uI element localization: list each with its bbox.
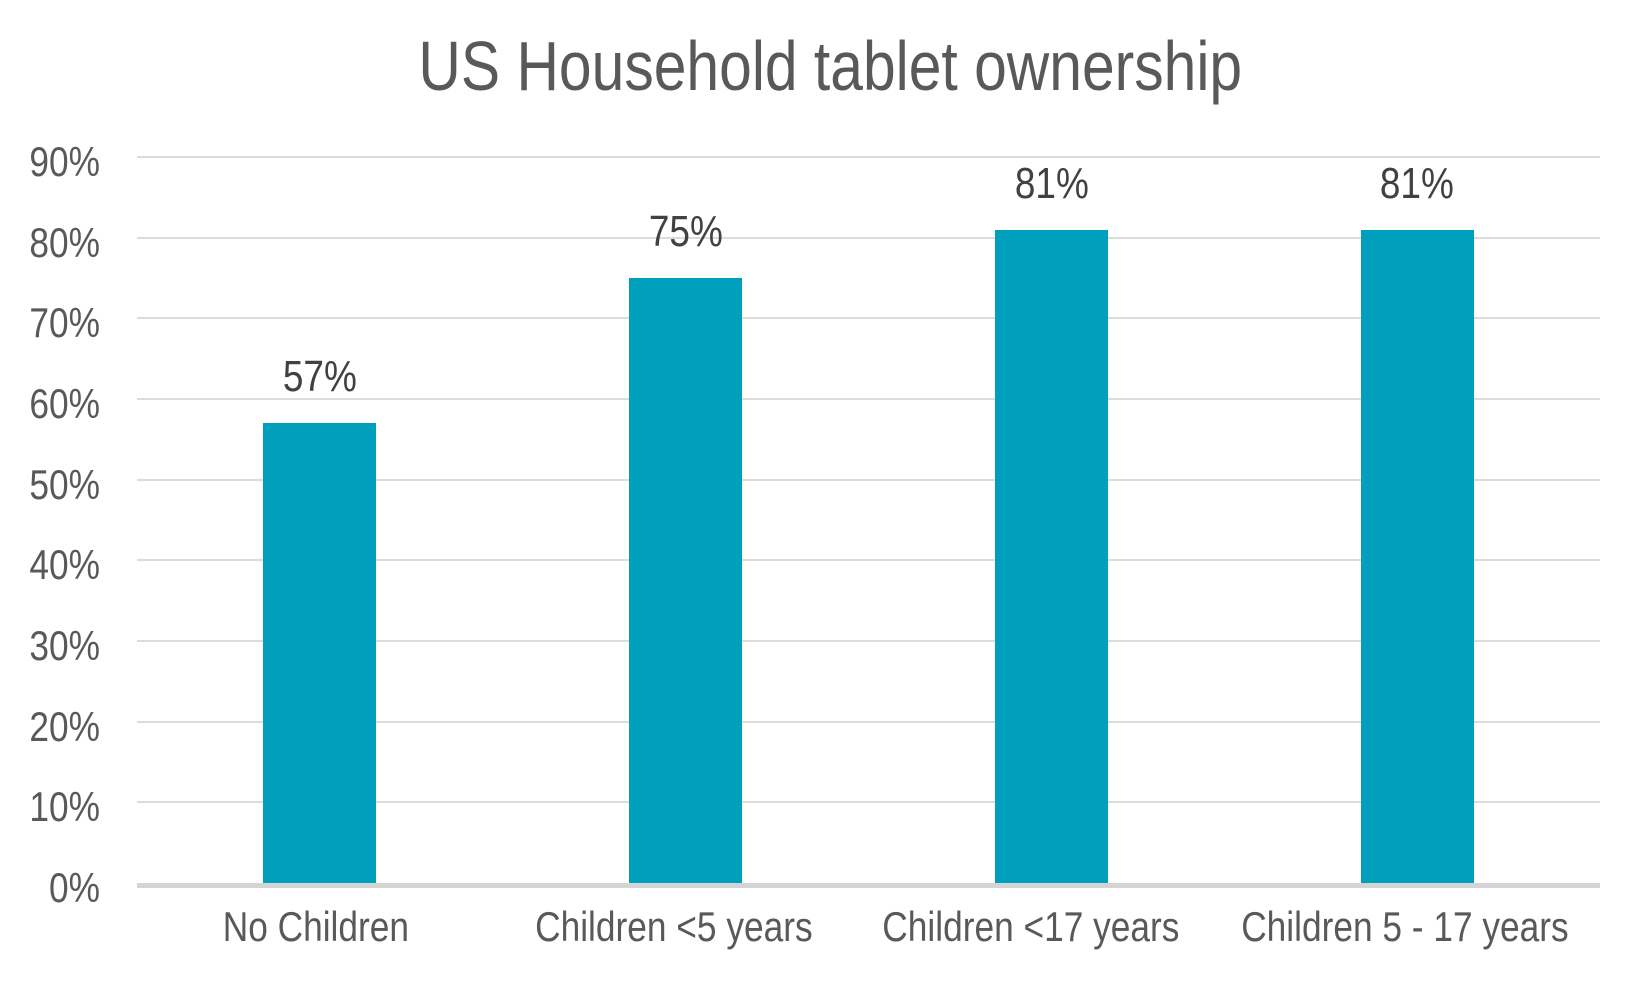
gridline-70 bbox=[137, 317, 1600, 320]
plot-area: 57% 75% 81% 81% bbox=[137, 156, 1600, 888]
y-tick-label-20: 20% bbox=[29, 702, 101, 750]
y-tick-label-70: 70% bbox=[29, 299, 101, 347]
bar-slot-children-5-years: 75% bbox=[503, 162, 869, 883]
y-tick-label-60: 60% bbox=[29, 380, 101, 427]
x-category-label-children-17-years: Children <17 years bbox=[882, 903, 1180, 950]
gridline-90 bbox=[137, 156, 1600, 158]
y-tick-label-30: 30% bbox=[29, 622, 101, 669]
bar-children-17-years bbox=[994, 229, 1108, 883]
chart-title: US Household tablet ownership bbox=[418, 27, 1243, 105]
bar-no-children bbox=[263, 423, 377, 883]
gridline-60 bbox=[137, 398, 1600, 400]
y-tick-label-80: 80% bbox=[29, 218, 101, 266]
bar-children-5-years bbox=[629, 278, 743, 883]
gridline-80 bbox=[137, 236, 1600, 239]
bar-slot-children-5-17-years: 81% bbox=[1234, 159, 1600, 883]
bar-value-label-children-17-years: 81% bbox=[1014, 158, 1089, 208]
gridline-30 bbox=[137, 640, 1600, 642]
bar-children-5-17-years bbox=[1360, 229, 1474, 883]
bar-slot-no-children: 57% bbox=[137, 162, 503, 883]
gridline-50 bbox=[137, 478, 1600, 481]
x-category-label-no-children: No Children bbox=[222, 903, 410, 950]
x-category-label-children-5-17-years: Children 5 - 17 years bbox=[1241, 903, 1569, 950]
gridline-40 bbox=[137, 559, 1600, 562]
y-axis: 0% 10% 20% 30% 40% 50% 60% 70% 80% 90% bbox=[0, 138, 101, 911]
bar-value-label-no-children: 57% bbox=[282, 352, 357, 402]
y-tick-label-10: 10% bbox=[29, 783, 101, 831]
y-tick-label-50: 50% bbox=[29, 460, 101, 508]
bar-value-label-children-5-17-years: 81% bbox=[1380, 158, 1455, 208]
bar-value-label-children-5-years: 75% bbox=[648, 207, 723, 256]
gridline-20 bbox=[137, 720, 1600, 723]
x-category-label-children-5-years: Children <5 years bbox=[534, 903, 813, 950]
bar-slot-children-17-years: 81% bbox=[869, 159, 1235, 883]
y-tick-label-90: 90% bbox=[29, 138, 101, 185]
gridline-10 bbox=[137, 801, 1600, 804]
y-tick-label-0: 0% bbox=[49, 864, 100, 911]
y-tick-label-40: 40% bbox=[29, 541, 101, 589]
x-axis: No Children Children <5 years Children <17… bbox=[137, 898, 1600, 956]
